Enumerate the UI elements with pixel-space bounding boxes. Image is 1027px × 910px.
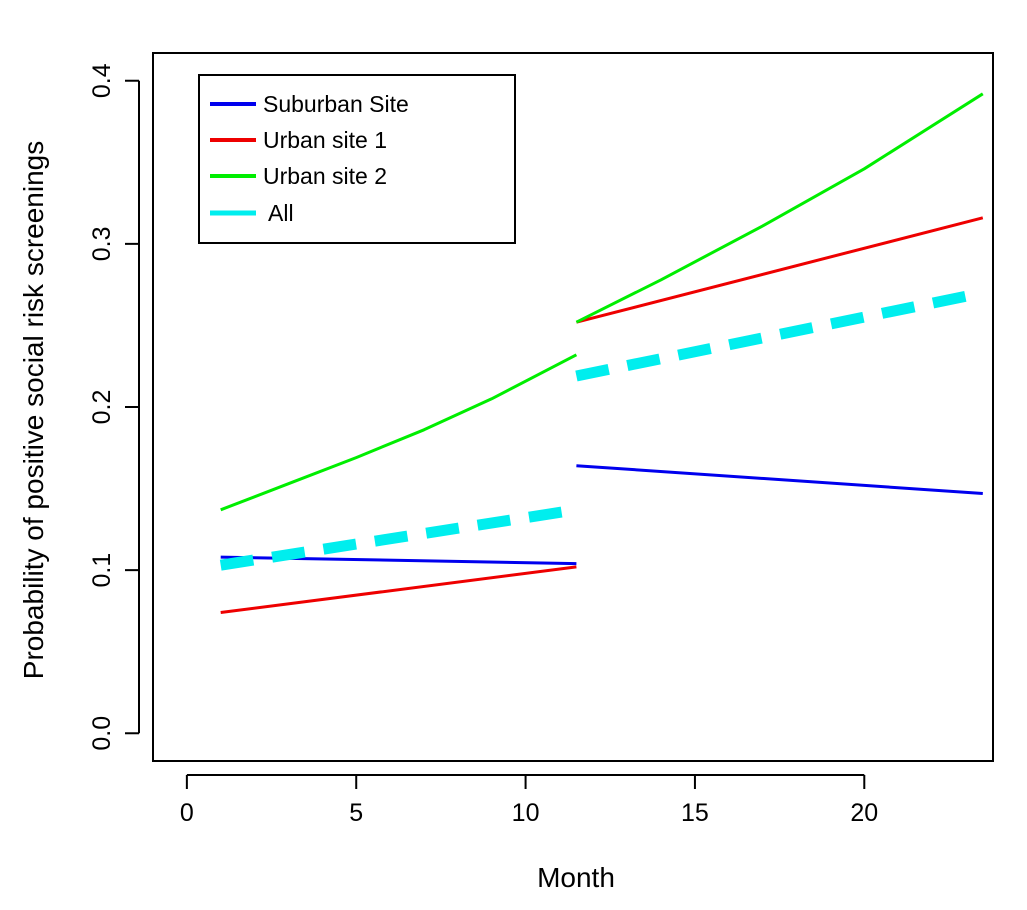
- x-tick-label: 0: [180, 799, 194, 827]
- y-tick-label: 0.4: [88, 63, 116, 98]
- series-line-urban-site-2: [575, 92, 984, 324]
- x-tick-label: 20: [850, 799, 878, 827]
- y-axis: 0.0 0.1 0.2 0.3 0.4: [88, 63, 140, 751]
- legend-label-urban-site-1: Urban site 1: [263, 127, 387, 153]
- series-line-all: [575, 287, 984, 382]
- series-layer: [219, 92, 984, 614]
- series-line-all: [219, 504, 578, 571]
- y-axis-title: Probability of positive social risk scre…: [18, 141, 49, 679]
- x-tick-label: 5: [349, 799, 363, 827]
- series-line-suburban-site: [576, 464, 983, 495]
- y-tick-label: 0.3: [88, 226, 116, 261]
- x-tick-label: 15: [681, 799, 709, 827]
- x-axis: 0 5 10 15 20: [180, 774, 878, 827]
- legend-label-suburban-site: Suburban Site: [263, 91, 409, 117]
- x-axis-title: Month: [537, 862, 615, 893]
- x-tick-label: 10: [512, 799, 540, 827]
- legend: Suburban Site Urban site 1 Urban site 2 All: [198, 74, 516, 244]
- series-line-urban-site-1: [220, 565, 577, 614]
- y-tick-label: 0.0: [88, 716, 116, 751]
- legend-label-urban-site-2: Urban site 2: [263, 163, 387, 189]
- series-line-urban-site-1: [576, 216, 984, 324]
- y-tick-label: 0.1: [88, 553, 116, 588]
- plot-frame: [152, 52, 994, 762]
- legend-label-all: All: [268, 200, 294, 226]
- y-tick-label: 0.2: [88, 390, 116, 425]
- series-line-urban-site-2: [220, 353, 578, 512]
